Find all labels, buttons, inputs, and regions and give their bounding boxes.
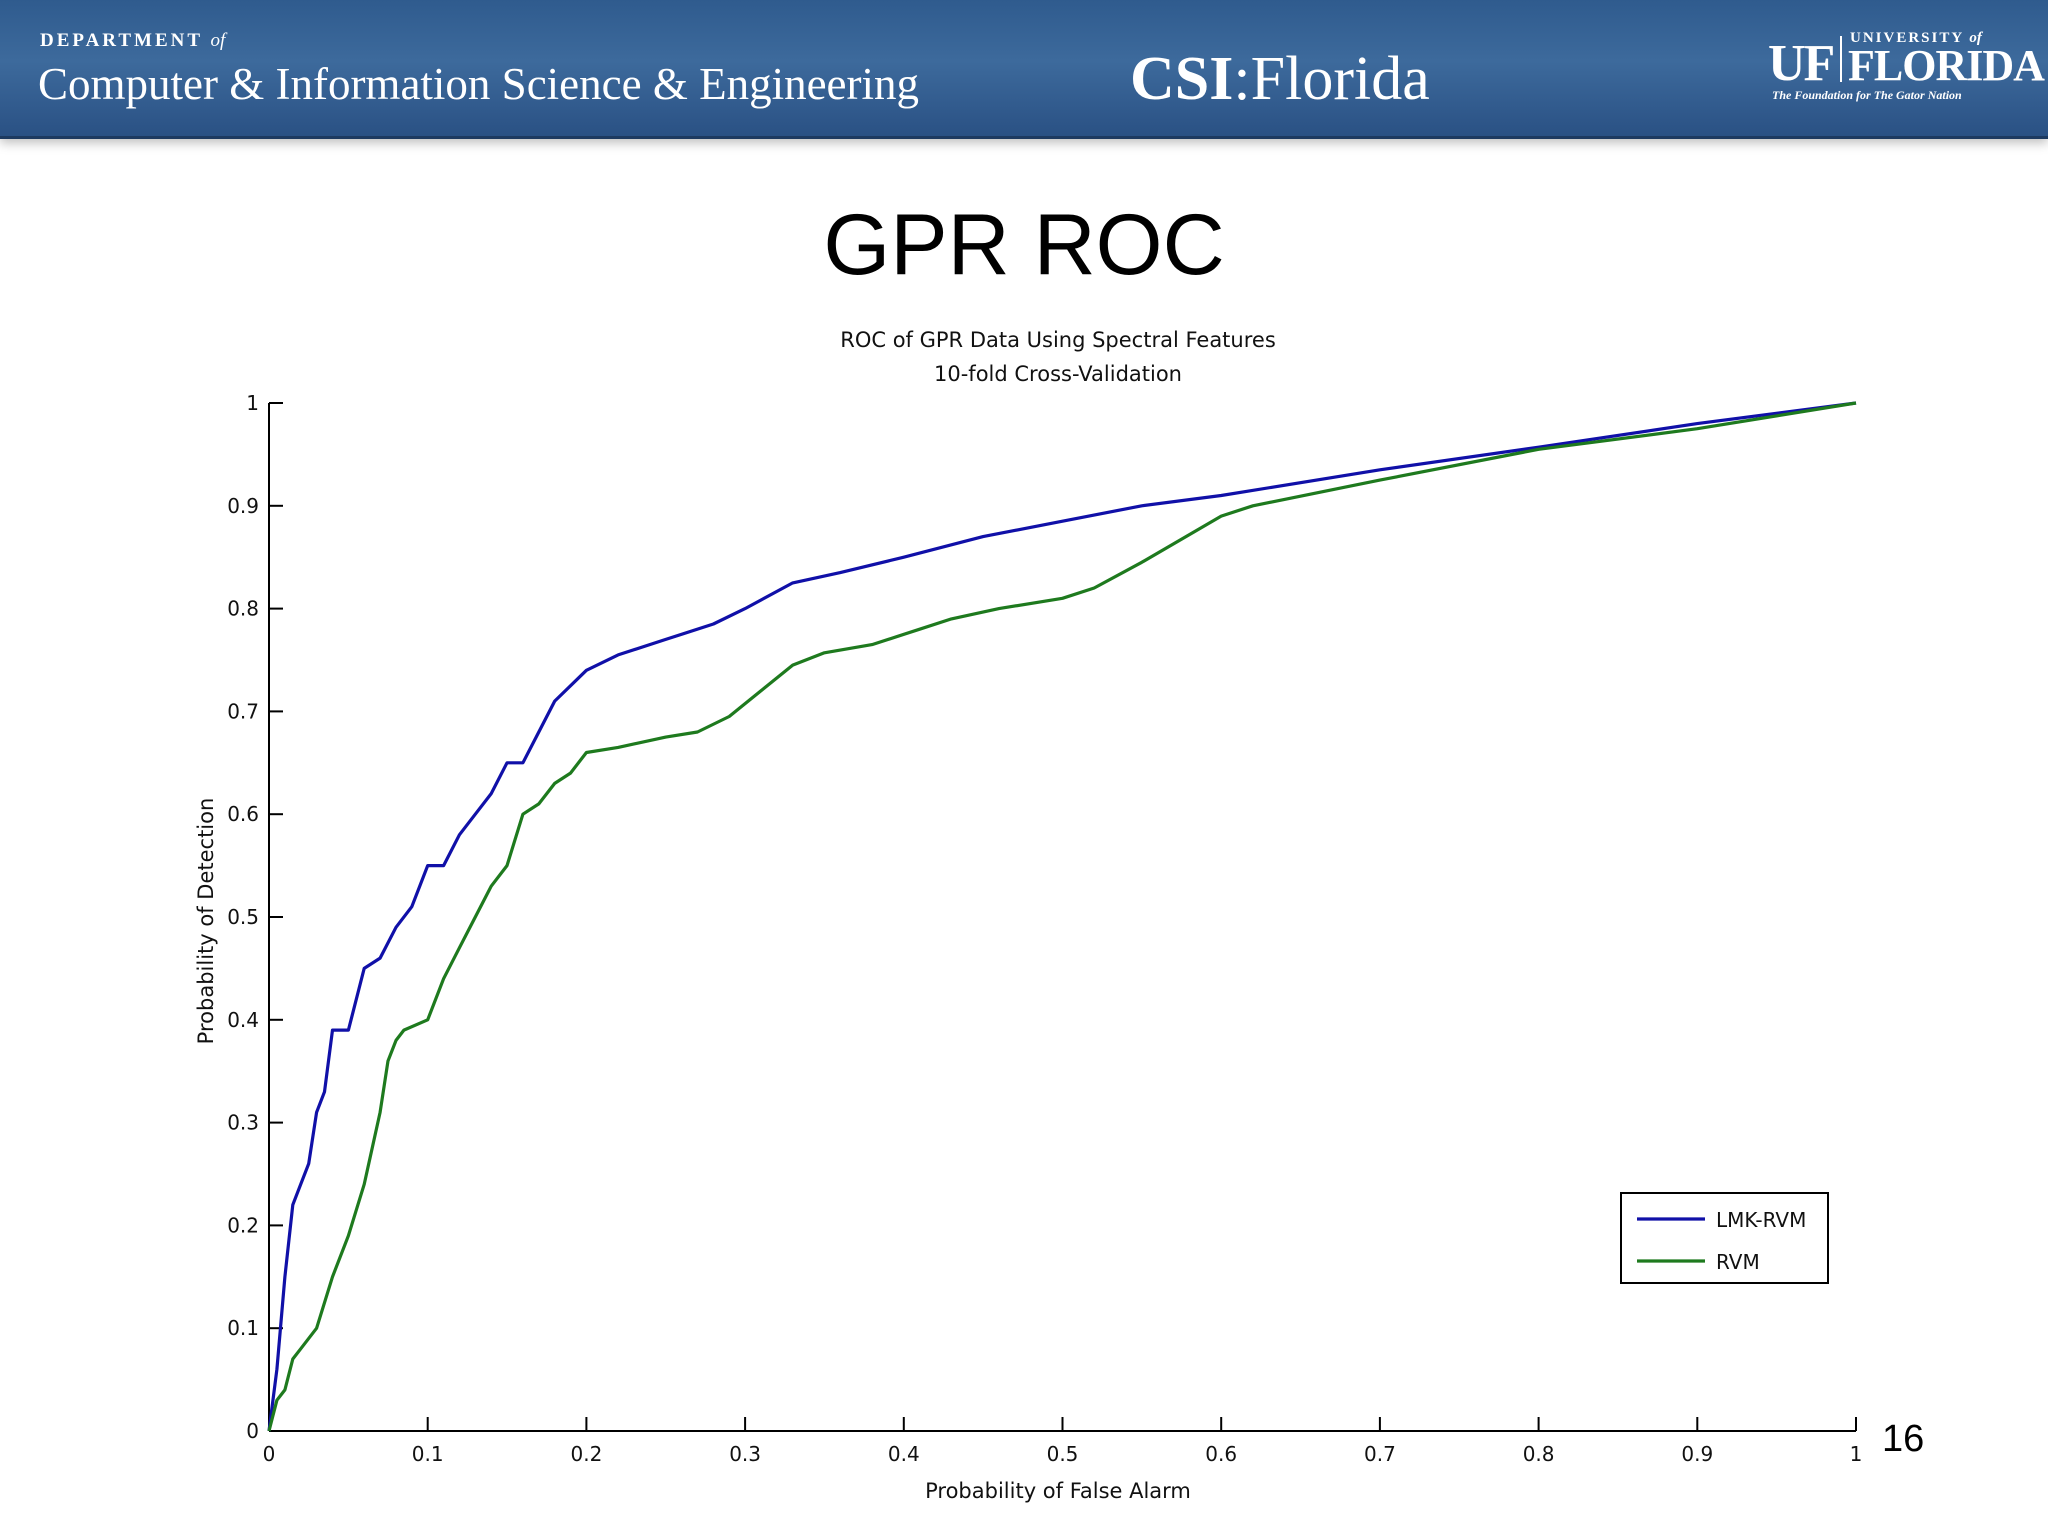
header-banner: DEPARTMENT of Computer & Information Sci… [0, 0, 2048, 139]
roc-chart: ROC of GPR Data Using Spectral Features … [194, 328, 1863, 1503]
slide-title: GPR ROC [823, 197, 1225, 293]
legend-label: RVM [1716, 1250, 1760, 1274]
y-tick-label: 0 [246, 1419, 259, 1443]
chart-subtitle: 10-fold Cross-Validation [934, 362, 1182, 386]
y-tick-label: 0.3 [227, 1111, 259, 1135]
csi-florida-logo: CSI:Florida [1130, 45, 1430, 113]
x-tick-label: 0.7 [1364, 1442, 1396, 1466]
y-tick-label: 0.9 [227, 494, 259, 518]
series-line-lmk-rvm [267, 401, 1857, 1432]
x-tick-label: 0.8 [1523, 1442, 1555, 1466]
y-tick-label: 0.6 [227, 802, 259, 826]
legend: LMK-RVM RVM [1620, 1192, 1829, 1284]
x-axis-label: Probability of False Alarm [925, 1479, 1191, 1503]
x-tick-label: 0.9 [1681, 1442, 1713, 1466]
y-tick-label: 0.7 [227, 699, 259, 723]
x-tick-label: 0.4 [888, 1442, 920, 1466]
y-tick-label: 0.1 [227, 1316, 259, 1340]
y-tick-label: 0.8 [227, 597, 259, 621]
y-axis-label: Probability of Detection [194, 798, 218, 1045]
y-tick-label: 0.5 [227, 905, 259, 929]
uf-logo: UF UNIVERSITY of FLORIDA The Foundation … [1768, 30, 2045, 102]
legend-box [1620, 1192, 1829, 1284]
x-tick-label: 0.6 [1205, 1442, 1237, 1466]
x-tick-label: 0.1 [412, 1442, 444, 1466]
y-tick-label: 1 [246, 391, 259, 415]
department-label: DEPARTMENT of [40, 30, 226, 51]
series-line-rvm [267, 401, 1857, 1432]
x-tick-label: 0.2 [570, 1442, 602, 1466]
y-tick-label: 0.2 [227, 1213, 259, 1237]
x-tick-label: 0 [263, 1442, 276, 1466]
department-name: Computer & Information Science & Enginee… [38, 59, 920, 109]
chart-title: ROC of GPR Data Using Spectral Features [840, 328, 1276, 352]
legend-label: LMK-RVM [1716, 1208, 1806, 1232]
x-tick-label: 0.3 [729, 1442, 761, 1466]
page-number: 16 [1882, 1418, 1925, 1460]
y-tick-label: 0.4 [227, 1008, 259, 1032]
x-tick-label: 0.5 [1047, 1442, 1079, 1466]
x-tick-label: 1 [1850, 1442, 1863, 1466]
